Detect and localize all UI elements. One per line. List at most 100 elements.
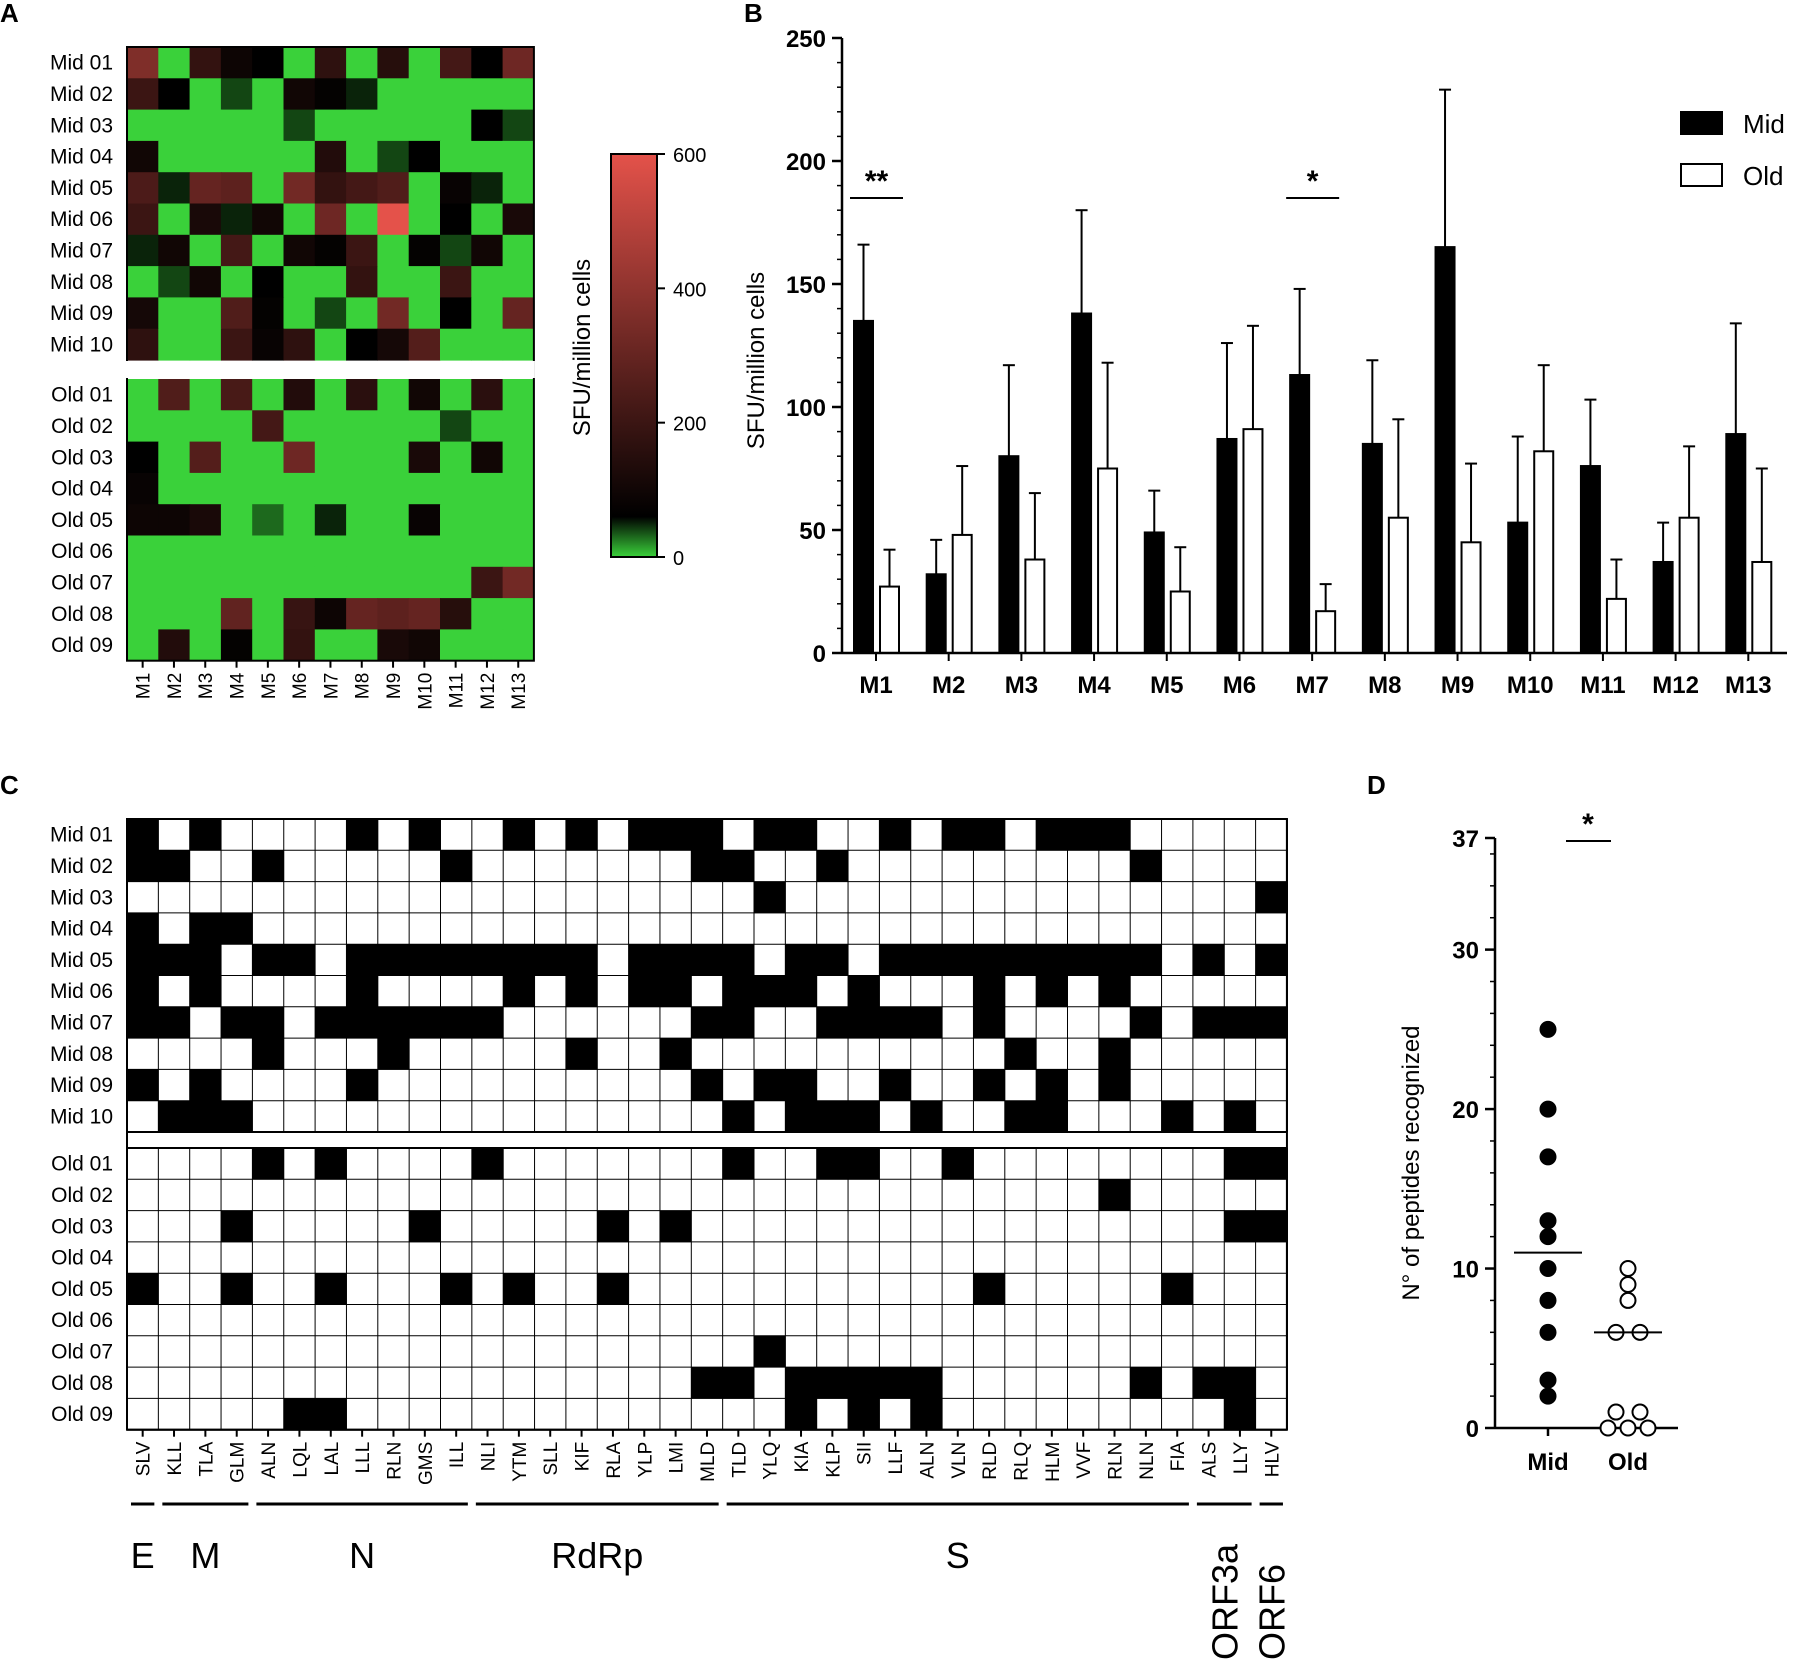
heatmap-cell (346, 379, 378, 411)
heatmap-cell (283, 629, 316, 662)
heatmap-cell (502, 535, 535, 568)
heatmap-cell (471, 172, 504, 205)
binary-cell-filled (785, 1398, 817, 1430)
binary-cell-filled (691, 819, 723, 851)
column-label: LLF (886, 1442, 907, 1475)
legend-swatch-old (1680, 163, 1723, 187)
binary-cell-filled (597, 1210, 629, 1243)
binary-cell-filled (879, 819, 912, 851)
heatmap-cell (252, 472, 285, 505)
binary-cell-filled (1224, 1398, 1256, 1430)
panel-a-row-labels: Mid 01 Mid 02 Mid 03 Mid 04 Mid 05 Mid 06 Mid … (50, 52, 113, 657)
binary-cell-filled (221, 1210, 253, 1243)
heatmap-cell (408, 410, 441, 443)
binary-cell-filled (377, 1006, 410, 1039)
heatmap-cell (189, 598, 222, 630)
heatmap-cell (314, 472, 347, 505)
binary-cell-filled (346, 1006, 379, 1039)
heatmap-cell (377, 203, 410, 236)
binary-cell-filled (879, 1367, 912, 1399)
legend-label-old: Old (1743, 161, 1783, 191)
heatmap-cell (440, 441, 472, 474)
heatmap-cell (408, 328, 441, 361)
heatmap-cell (471, 78, 504, 111)
binary-cell-filled (910, 1367, 943, 1399)
heatmap-cell (377, 379, 410, 411)
binary-cell-filled (754, 1069, 786, 1101)
heatmap-cell (502, 598, 535, 630)
binary-cell-filled (691, 1006, 723, 1039)
binary-cell-filled (503, 1273, 535, 1305)
panel-c-binary-heatmap: Mid 01 Mid 02 Mid 03 Mid 04 Mid 05 Mid 06 Mid … (50, 818, 1292, 1660)
binary-cell-filled (659, 975, 692, 1008)
column-label: M11 (447, 673, 468, 709)
binary-cell-filled (221, 912, 253, 945)
heatmap-cell (127, 566, 159, 599)
heatmap-cell (440, 78, 472, 111)
binary-cell-filled (816, 850, 849, 882)
heatmap-cell (283, 328, 316, 361)
colorbar-label: SFU/million cells (569, 259, 596, 436)
point-mid (1539, 1260, 1557, 1278)
group-label: S (946, 1535, 970, 1576)
binary-cell-filled (252, 944, 285, 976)
heatmap-cell (189, 328, 222, 361)
heatmap-cell (502, 203, 535, 236)
row-label: Old 04 (51, 1247, 113, 1270)
binary-cell-filled (1098, 819, 1131, 851)
column-label: LLY (1231, 1441, 1252, 1474)
panel-d-y-axis-label: N° of peptides recognized (1398, 1025, 1425, 1300)
binary-cell-filled (127, 975, 159, 1008)
binary-cell-filled (1255, 944, 1288, 976)
column-label: HLV (1262, 1441, 1283, 1477)
binary-cell-filled (1036, 975, 1068, 1008)
binary-cell-filled (1130, 850, 1162, 882)
binary-cell-filled (816, 1367, 849, 1399)
heatmap-cell (158, 234, 191, 267)
heatmap-cell (471, 629, 504, 662)
row-label: Old 06 (51, 540, 113, 563)
binary-cell-filled (754, 1335, 786, 1368)
heatmap-cell (502, 172, 535, 205)
x-tick-label: M6 (1223, 672, 1256, 699)
heatmap-cell (220, 172, 253, 205)
binary-cell-filled (252, 850, 285, 882)
binary-cell-filled (1224, 1006, 1256, 1039)
row-label: Mid 07 (50, 239, 113, 262)
heatmap-cell (408, 472, 441, 505)
heatmap-cell (220, 140, 253, 173)
bar-old (879, 585, 900, 655)
binary-cell-filled (409, 1006, 441, 1039)
y-tick-label: 37 (1452, 826, 1479, 853)
column-label: TLA (196, 1441, 217, 1476)
heatmap-cell (283, 410, 316, 443)
x-tick-label: M1 (859, 672, 892, 699)
binary-cell-filled (659, 1210, 692, 1243)
heatmap-cell (158, 297, 191, 330)
heatmap-cell (377, 234, 410, 267)
heatmap-cell (158, 535, 191, 568)
heatmap-cell (189, 566, 222, 599)
heatmap-cell (346, 504, 378, 537)
binary-cell-filled (816, 1100, 849, 1133)
bar-mid (1652, 560, 1674, 654)
panel-a-frame (126, 46, 535, 662)
bar-old (1315, 610, 1337, 654)
row-label: Old 08 (51, 603, 113, 626)
heatmap-cell (377, 598, 410, 630)
heatmap-cell (252, 379, 285, 411)
column-label: KLP (823, 1442, 844, 1478)
significance-label: * (1582, 808, 1594, 841)
panel-c-frame (126, 818, 1288, 1431)
row-label: Old 01 (51, 1153, 113, 1176)
point-old (1619, 1260, 1637, 1278)
bar-old (1169, 590, 1191, 654)
point-mid (1539, 1323, 1557, 1341)
column-label: GMS (416, 1442, 437, 1485)
heatmap-cell (283, 566, 316, 599)
heatmap-cell (377, 629, 410, 662)
row-label: Mid 02 (50, 83, 113, 106)
bar-mid (1434, 246, 1456, 654)
column-label: LMI (667, 1442, 688, 1474)
binary-cell-filled (315, 1148, 347, 1180)
